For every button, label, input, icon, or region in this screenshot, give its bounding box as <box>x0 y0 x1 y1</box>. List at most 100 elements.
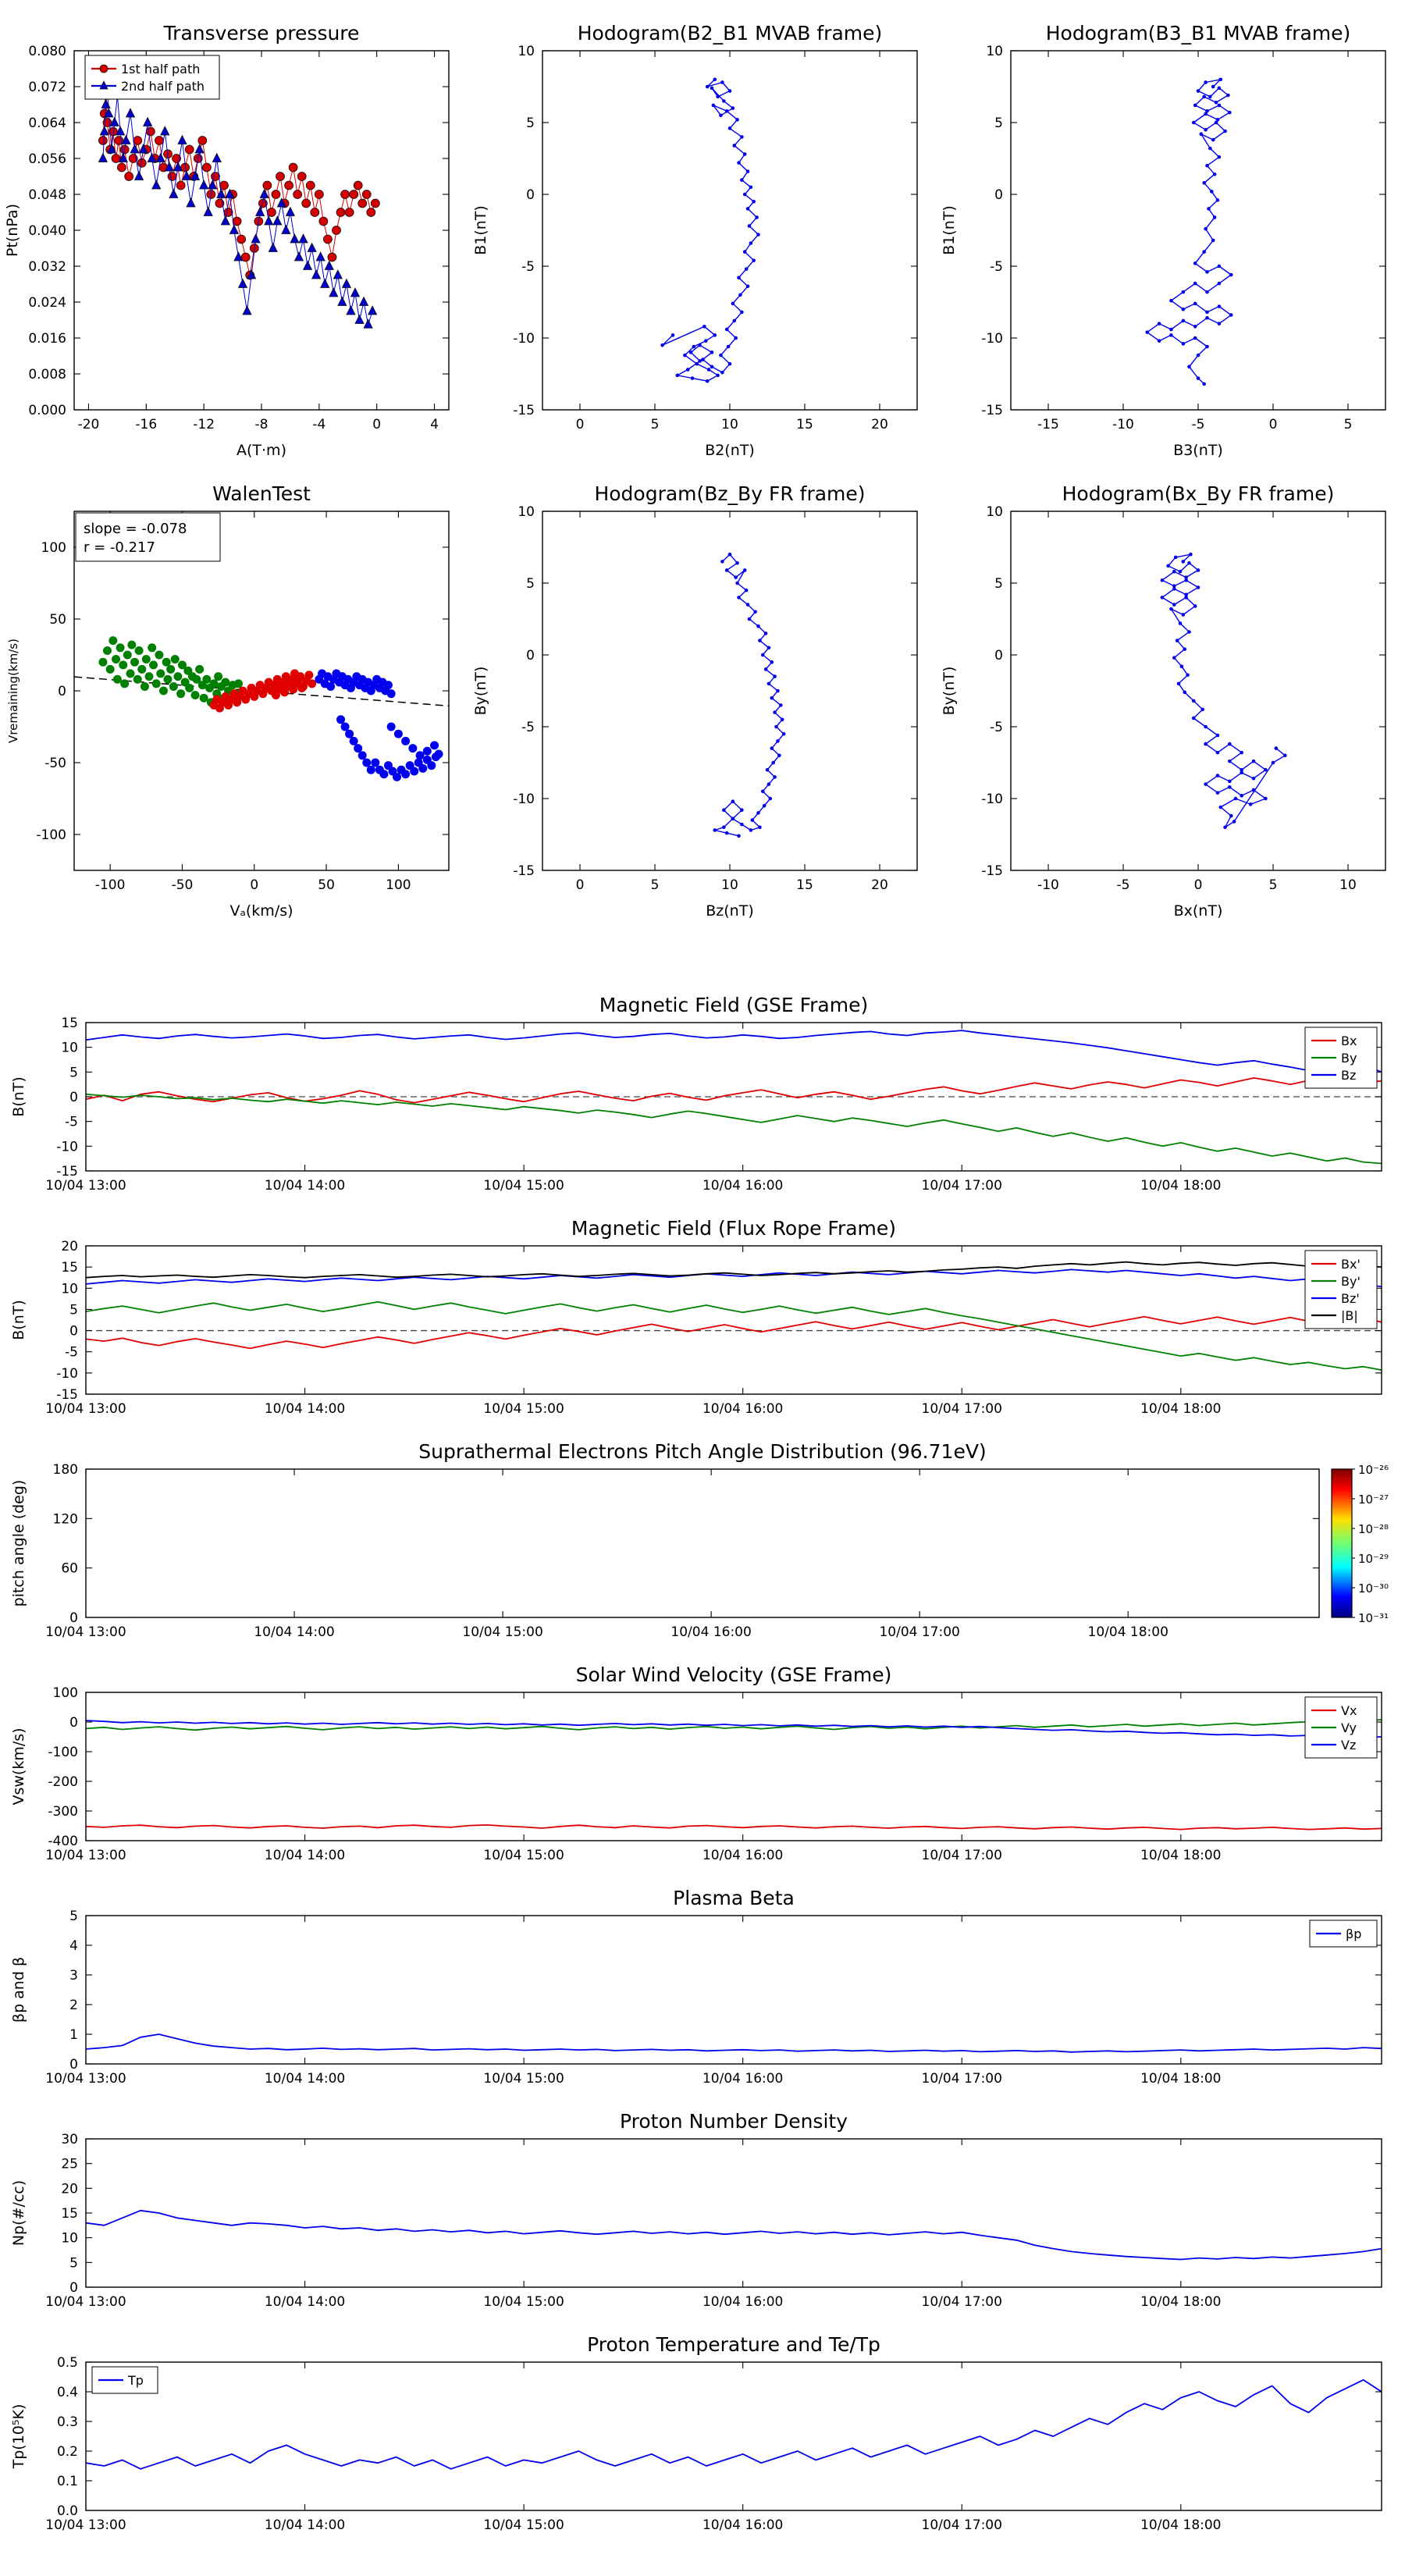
hodogram-b3-b1: -15 -10 -5 0 5 -15 -10 -5 0 5 10 Hodogram(B3_B1 MVA… <box>941 22 1386 459</box>
y-tick-label: 5 <box>526 116 535 131</box>
y-tick-label: 5 <box>994 116 1003 131</box>
legend-label: Vx <box>1341 1703 1357 1718</box>
y-tick-label: 0.072 <box>28 80 66 95</box>
x-tick-label: 10/04 13:00 <box>45 2294 126 2310</box>
x-tick-label: 0 <box>576 417 585 432</box>
panel-proton-density: 10/04 13:00 10/04 14:00 10/04 15:00 10/04 1… <box>0 2108 1405 2334</box>
proton-number-density: 10/04 13:00 10/04 14:00 10/04 15:00 10/04 1… <box>10 2110 1382 2310</box>
plot-area <box>713 552 786 838</box>
y-axis-label: By(nT) <box>472 667 489 716</box>
series-Vy <box>86 1719 1382 1731</box>
panel-title: Proton Temperature and Te/Tp <box>587 2333 880 2356</box>
panel-title: Solar Wind Velocity (GSE Frame) <box>576 1663 892 1686</box>
markers-b3b1 <box>1145 77 1233 386</box>
x-tick-label: 10/04 14:00 <box>265 2517 345 2533</box>
x-tick-label: 10/04 16:00 <box>702 2517 783 2533</box>
series-bzby <box>714 553 784 837</box>
x-tick-label: 10/04 13:00 <box>45 1624 126 1640</box>
y-axis-label: pitch angle (deg) <box>10 1480 27 1607</box>
x-tick-label: -20 <box>78 417 100 432</box>
x-tick-label: 5 <box>1344 417 1353 432</box>
colorbar-tick-label: 10⁻²⁸ <box>1358 1522 1389 1536</box>
y-tick-label: 3 <box>69 1968 78 1984</box>
y-tick-label: 5 <box>69 1909 78 1924</box>
y-tick-label: 0.2 <box>57 2444 78 2460</box>
y-axis-label: Vremaining(km/s) <box>6 639 20 743</box>
y-tick-label: 2 <box>69 1998 78 2013</box>
x-tick-label: 10/04 16:00 <box>702 1401 783 1417</box>
series-Vx <box>86 1824 1382 1831</box>
x-tick-label: 10/04 17:00 <box>879 1624 959 1640</box>
series-Np <box>86 2209 1382 2261</box>
y-tick-label: 0 <box>69 1715 78 1731</box>
y-tick-label: 0 <box>994 187 1003 203</box>
panel-title: Magnetic Field (GSE Frame) <box>599 994 868 1016</box>
legend: Bx By Bz <box>1304 1026 1378 1089</box>
y-tick-label: 1 <box>69 2027 78 2043</box>
x-tick-label: 0 <box>576 877 585 893</box>
y-tick-label: -15 <box>513 863 535 879</box>
y-tick-label: 10 <box>986 44 1003 59</box>
x-tick-label: 10/04 17:00 <box>922 2294 1002 2310</box>
y-tick-label: 10 <box>986 504 1003 520</box>
y-tick-label: 0 <box>69 1324 78 1340</box>
series-beta-p <box>86 2033 1382 2053</box>
panel-title: Hodogram(B2_B1 MVAB frame) <box>578 22 883 44</box>
legend-label: 1st half path <box>121 62 200 76</box>
series-B-magnitude <box>86 1261 1382 1279</box>
axis-frame <box>85 1245 1382 1395</box>
y-tick-label: 0.0 <box>57 2503 78 2519</box>
series-Tp <box>86 2379 1382 2470</box>
x-tick-label: 10/04 13:00 <box>45 2071 126 2087</box>
y-tick-label: 0.008 <box>28 367 66 382</box>
y-tick-label: 0 <box>69 2057 78 2073</box>
y-tick-label: -15 <box>513 403 535 418</box>
y-axis-label: Vsw(km/s) <box>10 1727 27 1805</box>
x-tick-label: 10/04 14:00 <box>265 2294 345 2310</box>
x-tick-label: 0 <box>250 877 258 893</box>
x-tick-label: 10/04 18:00 <box>1140 1848 1221 1863</box>
y-tick-label: 50 <box>49 612 66 628</box>
legend-label: βp <box>1346 1927 1361 1941</box>
axis-frame <box>85 2361 1382 2511</box>
x-tick-label: 4 <box>430 417 439 432</box>
x-tick-label: 10/04 14:00 <box>265 1401 345 1417</box>
y-tick-label: -50 <box>44 756 66 771</box>
y-tick-label: 5 <box>526 576 535 592</box>
series-By-prime <box>86 1300 1382 1371</box>
hodogram-bz-by: 0 5 10 15 20 -15 -10 -5 0 5 10 Hodogram(Bz_By FR fr… <box>472 482 918 920</box>
x-tick-label: 10/04 18:00 <box>1088 1624 1168 1640</box>
x-tick-label: 10/04 16:00 <box>702 2294 783 2310</box>
y-axis-label: Np(#/cc) <box>10 2180 27 2246</box>
y-tick-label: 0.064 <box>28 116 66 131</box>
panel-title: Magnetic Field (Flux Rope Frame) <box>571 1217 896 1240</box>
x-tick-label: 10/04 13:00 <box>45 2517 126 2533</box>
x-tick-label: 20 <box>871 877 888 893</box>
legend-label: Bx' <box>1341 1257 1361 1272</box>
x-tick-label: 10/04 16:00 <box>670 1624 751 1640</box>
y-tick-label: 5 <box>69 2255 78 2271</box>
x-tick-label: 10/04 18:00 <box>1140 1178 1221 1194</box>
y-axis-label: B1(nT) <box>941 205 958 255</box>
series-second-half <box>102 77 373 326</box>
y-tick-label: 120 <box>53 1511 78 1527</box>
axis-frame <box>85 1915 1382 2065</box>
panel-hodogram-bz-by: 0 5 10 15 20 -15 -10 -5 0 5 10 Hodogram(Bz_By FR fr… <box>468 476 937 932</box>
colorbar-tick-label: 10⁻²⁷ <box>1358 1493 1389 1507</box>
plot-area <box>86 1030 1382 1165</box>
series-By <box>86 1093 1382 1165</box>
x-tick-label: 10/04 14:00 <box>265 1178 345 1194</box>
legend-label: Bz <box>1341 1068 1356 1083</box>
x-tick-label: 10/04 15:00 <box>483 1178 564 1194</box>
x-tick-label: 50 <box>318 877 335 893</box>
y-tick-label: -10 <box>56 1366 78 1382</box>
x-tick-label: 15 <box>796 417 813 432</box>
y-tick-label: -5 <box>521 720 535 735</box>
x-tick-label: 10/04 18:00 <box>1140 2294 1221 2310</box>
plot-area <box>660 77 760 383</box>
x-tick-label: 10/04 18:00 <box>1140 2071 1221 2087</box>
plot-area <box>86 2209 1382 2261</box>
legend: βp <box>1309 1920 1378 1948</box>
markers-bzby <box>713 552 786 838</box>
y-tick-label: 30 <box>61 2132 78 2147</box>
